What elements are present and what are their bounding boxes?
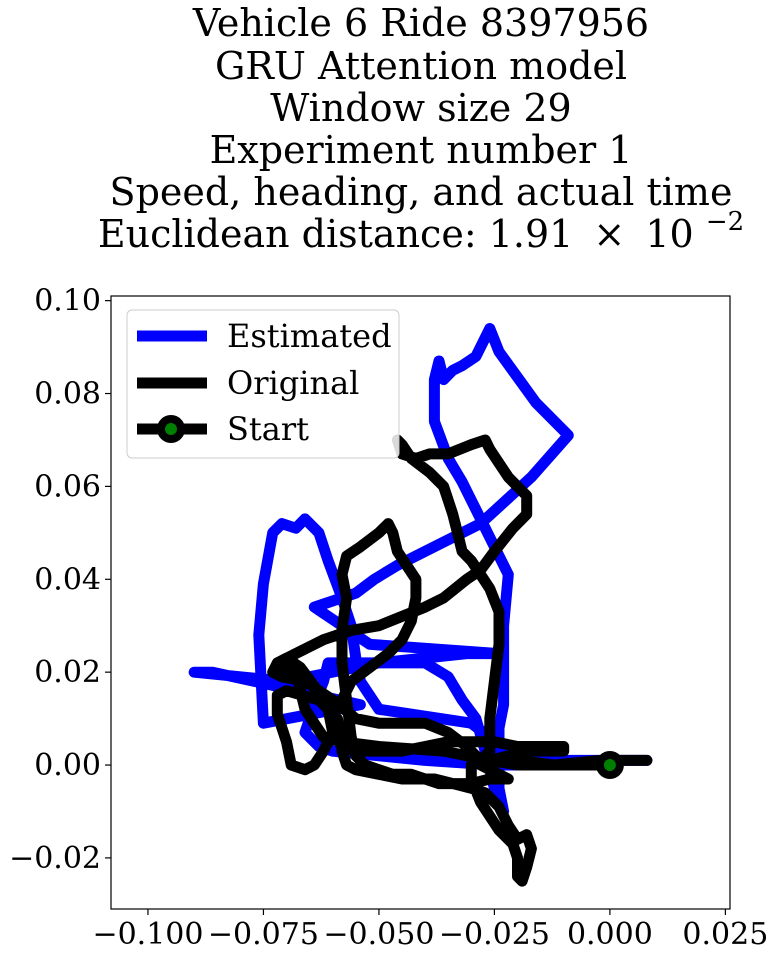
title-distance-base: 10: [645, 212, 693, 256]
title-line-6: Euclidean distance: 1.91 × 10 −2: [98, 207, 744, 256]
y-tick-label: 0.10: [34, 284, 101, 319]
y-axis: −0.02 0.00 0.02 0.04 0.06 0.08 0.10: [9, 284, 111, 876]
x-tick-label: 0.000: [567, 917, 653, 952]
y-tick-label: 0.08: [34, 377, 101, 412]
legend-marker-start: [157, 415, 185, 443]
title-distance-exponent: −2: [706, 207, 744, 237]
title-distance-prefix: Euclidean distance: 1.91: [98, 212, 573, 256]
series-line-original: [267, 434, 653, 887]
y-tick-label: 0.04: [34, 562, 101, 597]
title-line-2: GRU Attention model: [215, 44, 627, 88]
x-tick-label: −0.075: [208, 917, 319, 952]
title-line-5: Speed, heading, and actual time: [110, 170, 733, 214]
y-tick-label: 0.06: [34, 469, 101, 504]
title-line-1: Vehicle 6 Ride 8397956: [192, 1, 649, 45]
start-point-marker: [595, 751, 624, 780]
plot-area: −0.100 −0.075 −0.050 −0.025 0.000 0.025 −0.02…: [9, 284, 768, 952]
legend-label-estimated: Estimated: [227, 317, 392, 355]
series-layer: [188, 323, 653, 887]
title-line-4: Experiment number 1: [210, 128, 633, 172]
x-tick-label: −0.050: [323, 917, 434, 952]
plot-frame: [110, 295, 731, 910]
legend-frame: [126, 309, 400, 459]
x-tick-label: −0.025: [439, 917, 550, 952]
chart-title: Vehicle 6 Ride 8397956 GRU Attention mod…: [98, 1, 744, 256]
legend-label-start: Start: [227, 410, 309, 448]
legend: Estimated Original Start: [126, 309, 400, 459]
y-tick-label: −0.02: [9, 841, 101, 876]
y-tick-label: 0.00: [34, 748, 101, 783]
title-line-3: Window size 29: [270, 86, 571, 130]
legend-label-original: Original: [227, 364, 359, 402]
x-tick-label: 0.025: [682, 917, 768, 952]
x-axis: −0.100 −0.075 −0.050 −0.025 0.000 0.025: [92, 909, 768, 952]
y-tick-label: 0.02: [34, 655, 101, 690]
x-tick-label: −0.100: [92, 917, 203, 952]
title-distance-times: ×: [593, 212, 625, 256]
